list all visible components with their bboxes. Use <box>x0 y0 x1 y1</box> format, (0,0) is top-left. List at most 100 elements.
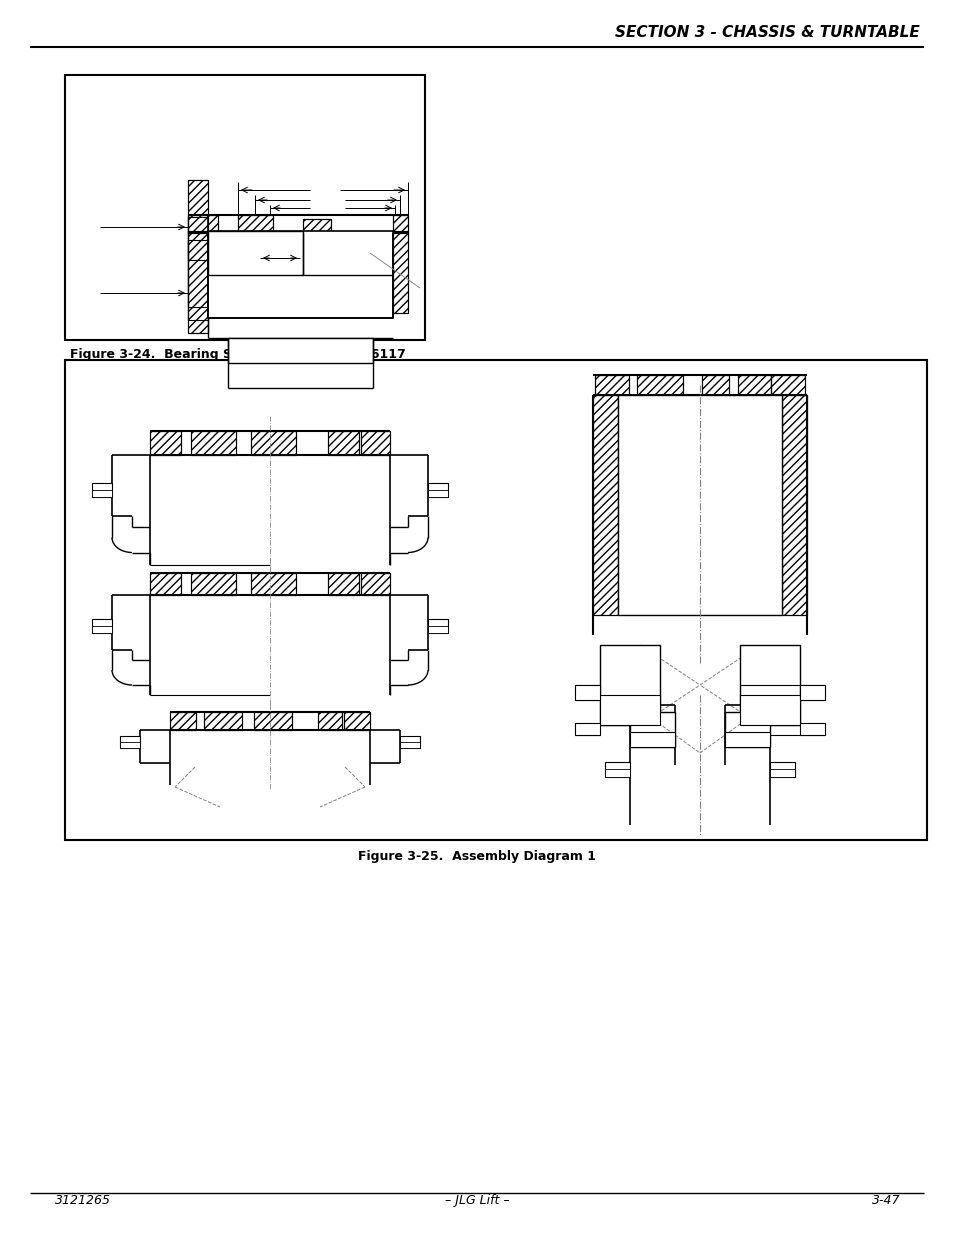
Bar <box>150 573 181 595</box>
Bar <box>251 431 296 454</box>
Bar <box>188 231 208 333</box>
Bar <box>237 215 273 233</box>
Bar <box>188 240 208 320</box>
Bar <box>228 338 373 363</box>
Bar <box>724 732 769 747</box>
Bar <box>428 626 448 634</box>
Bar <box>251 573 296 595</box>
Bar <box>150 573 181 595</box>
Bar <box>399 736 419 747</box>
Bar <box>361 431 390 454</box>
Bar <box>781 395 806 615</box>
Bar <box>317 713 341 730</box>
Bar <box>637 375 682 395</box>
Bar <box>604 762 629 777</box>
Text: SECTION 3 - CHASSIS & TURNTABLE: SECTION 3 - CHASSIS & TURNTABLE <box>615 25 919 40</box>
Bar <box>771 375 804 395</box>
Bar <box>737 375 771 395</box>
Bar <box>170 713 195 730</box>
Bar <box>800 685 824 700</box>
Bar <box>637 375 682 395</box>
Bar <box>595 375 628 395</box>
Bar <box>724 713 769 747</box>
Bar <box>701 375 729 395</box>
Bar <box>208 231 393 317</box>
Bar <box>188 231 208 333</box>
Bar <box>575 685 599 700</box>
Bar <box>701 375 729 395</box>
Bar <box>170 713 195 730</box>
Bar <box>428 490 448 496</box>
Bar <box>771 375 804 395</box>
Bar <box>303 219 331 233</box>
Bar <box>361 573 390 595</box>
Bar <box>237 215 273 233</box>
Bar <box>303 219 331 233</box>
Bar <box>599 645 659 725</box>
Bar <box>150 431 181 454</box>
Bar <box>393 215 408 233</box>
Bar <box>120 736 140 747</box>
Bar <box>191 431 236 454</box>
Bar <box>361 431 390 454</box>
Text: – JLG Lift –: – JLG Lift – <box>444 1194 509 1207</box>
Bar <box>428 483 448 496</box>
Bar <box>629 713 675 747</box>
Bar <box>91 619 112 634</box>
Bar <box>618 395 781 615</box>
Bar <box>251 573 296 595</box>
Bar <box>737 375 771 395</box>
Text: 3121265: 3121265 <box>55 1194 111 1207</box>
Bar <box>769 762 794 777</box>
Bar <box>65 75 424 340</box>
Bar <box>399 741 419 747</box>
Bar <box>253 713 292 730</box>
Bar <box>599 695 659 725</box>
Bar <box>781 395 806 615</box>
Bar <box>317 713 341 730</box>
Bar <box>361 573 390 595</box>
Bar <box>327 431 358 454</box>
Bar <box>740 695 800 725</box>
Bar <box>91 626 112 634</box>
Bar <box>204 713 242 730</box>
Bar <box>428 619 448 634</box>
Bar <box>595 375 628 395</box>
Bar <box>769 769 794 777</box>
Bar <box>327 573 358 595</box>
Bar <box>188 180 208 261</box>
Bar <box>604 769 629 777</box>
Bar <box>191 573 236 595</box>
Bar <box>188 217 208 308</box>
Bar <box>150 431 181 454</box>
Bar <box>575 722 599 735</box>
Bar <box>327 573 358 595</box>
Bar <box>593 395 618 615</box>
Bar <box>253 713 292 730</box>
Bar <box>740 645 800 725</box>
Bar <box>188 215 218 233</box>
Bar <box>91 490 112 496</box>
Bar <box>593 395 618 615</box>
Bar <box>393 231 408 312</box>
Bar <box>204 713 242 730</box>
Bar <box>188 215 218 233</box>
Text: Figure 3-24.  Bearing Spacer Mountng CO16117: Figure 3-24. Bearing Spacer Mountng CO16… <box>70 348 405 361</box>
Bar <box>393 231 408 312</box>
Bar <box>188 217 208 308</box>
Bar <box>251 431 296 454</box>
Bar <box>344 713 370 730</box>
Bar <box>327 431 358 454</box>
Bar <box>120 741 140 747</box>
Bar <box>800 722 824 735</box>
Bar <box>65 359 926 840</box>
Bar <box>191 573 236 595</box>
Bar <box>344 713 370 730</box>
Bar <box>188 180 208 261</box>
Bar <box>188 240 208 320</box>
Bar <box>393 215 408 233</box>
Bar <box>629 732 675 747</box>
Text: Figure 3-25.  Assembly Diagram 1: Figure 3-25. Assembly Diagram 1 <box>357 850 596 863</box>
Text: 3-47: 3-47 <box>871 1194 899 1207</box>
Bar <box>208 231 303 275</box>
